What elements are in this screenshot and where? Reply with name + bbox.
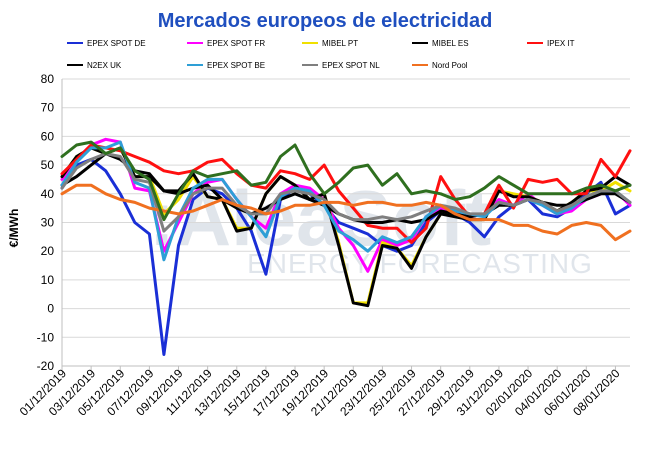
y-tick-label: 30 xyxy=(41,216,55,230)
chart-title: Mercados europeos de electricidad xyxy=(158,10,493,32)
y-tick-label: 20 xyxy=(41,244,55,258)
y-tick-label: 50 xyxy=(41,158,55,172)
legend-label: EPEX SPOT DE xyxy=(87,39,146,48)
y-tick-label: -20 xyxy=(37,359,55,373)
legend: EPEX SPOT DE EPEX SPOT FR MIBEL PT MIBEL ES… xyxy=(67,39,575,70)
series-line-nord-pool xyxy=(60,183,632,242)
y-tick-label: -10 xyxy=(37,330,55,344)
legend-label: EPEX SPOT FR xyxy=(207,39,265,48)
legend-label: N2EX UK xyxy=(87,61,122,70)
series-line-unlabeled-series xyxy=(60,140,632,222)
series-line-epex-spot-nl xyxy=(60,152,632,233)
series-line-epex-spot-de xyxy=(60,157,632,356)
y-axis-label: €/MWh xyxy=(7,209,21,248)
legend-label: EPEX SPOT BE xyxy=(207,61,265,70)
legend-label: Nord Pool xyxy=(432,61,468,70)
y-tick-label: 70 xyxy=(41,101,55,115)
series-layer xyxy=(60,137,632,356)
legend-label: MIBEL PT xyxy=(322,39,358,48)
series-line-ipex-it xyxy=(60,143,632,245)
y-tick-label: 40 xyxy=(41,187,55,201)
y-tick-label: 0 xyxy=(47,302,54,316)
y-tick-label: 10 xyxy=(41,273,55,287)
legend-label: IPEX IT xyxy=(547,39,575,48)
gridlines xyxy=(62,78,630,367)
legend-label: EPEX SPOT NL xyxy=(322,61,380,70)
y-tick-label: 80 xyxy=(41,72,55,86)
y-tick-label: 60 xyxy=(41,129,55,143)
legend-label: MIBEL ES xyxy=(432,39,469,48)
